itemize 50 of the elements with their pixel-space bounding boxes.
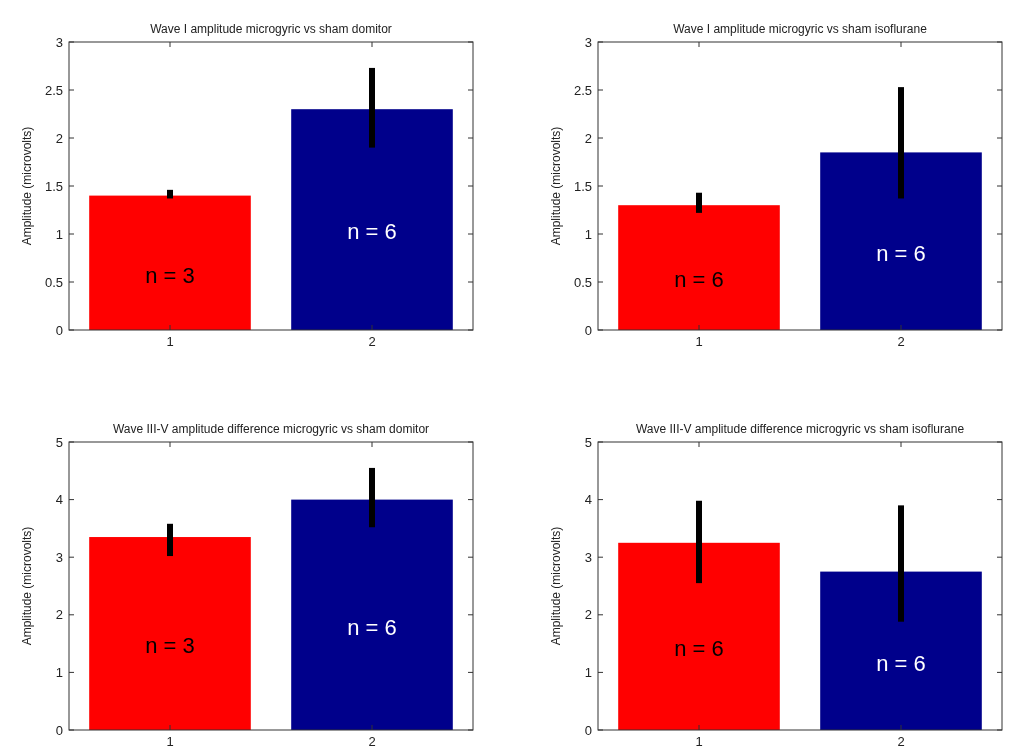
y-tick-label: 2.5 (573, 82, 592, 98)
y-tick-label: 2.5 (44, 82, 63, 98)
chart-title: Wave I amplitude microgyric vs sham isoflurane (673, 22, 928, 36)
chart-title: Wave I amplitude microgyric vs sham domitor (150, 22, 392, 36)
annotation: n = 6 (347, 614, 397, 640)
x-tick-label: 2 (897, 334, 905, 349)
annotation: n = 6 (876, 650, 926, 676)
y-tick-label: 1 (584, 226, 592, 242)
x-tick-label: 1 (695, 334, 703, 349)
y-tick-label: 2 (55, 607, 63, 623)
annotation: n = 6 (674, 636, 724, 662)
y-axis-title: Amplitude (microvolts) (20, 526, 34, 646)
y-tick-label: 1 (55, 226, 63, 242)
y-tick-label: 2 (55, 130, 63, 146)
y-tick-label: 1 (55, 664, 63, 680)
y-tick-label: 5 (584, 434, 592, 450)
x-tick-label: 2 (368, 334, 376, 349)
y-axis-title: Amplitude (microvolts) (549, 526, 563, 646)
chart-title: Wave III-V amplitude difference microgyric vs sham domitor (112, 422, 430, 436)
x-tick-label: 2 (897, 734, 905, 749)
y-axis-title: Amplitude (microvolts) (549, 126, 563, 246)
y-tick-label: 0 (55, 322, 63, 338)
y-tick-label: 3 (584, 34, 592, 50)
y-tick-label: 0.5 (44, 274, 63, 290)
annotation: n = 3 (145, 633, 195, 659)
y-tick-label: 0 (584, 722, 592, 738)
y-tick-label: 4 (584, 492, 592, 508)
y-tick-label: 1.5 (573, 178, 592, 194)
annotation: n = 3 (145, 262, 195, 288)
chart-title: Wave III-V amplitude difference microgyric vs sham isoflurane (635, 422, 965, 436)
y-axis-title: Amplitude (microvolts) (20, 126, 34, 246)
x-tick-label: 1 (695, 734, 703, 749)
y-tick-label: 3 (55, 34, 63, 50)
y-tick-label: 2 (584, 130, 592, 146)
x-tick-label: 1 (166, 734, 174, 749)
y-tick-label: 0 (55, 722, 63, 738)
x-tick-label: 2 (368, 734, 376, 749)
y-tick-label: 0 (584, 322, 592, 338)
y-tick-label: 2 (584, 607, 592, 623)
y-tick-label: 1 (584, 664, 592, 680)
annotation: n = 6 (347, 219, 397, 245)
y-tick-label: 1.5 (44, 178, 63, 194)
annotation: n = 6 (876, 240, 926, 266)
y-tick-label: 0.5 (573, 274, 592, 290)
annotation: n = 6 (674, 267, 724, 293)
y-tick-label: 4 (55, 492, 63, 508)
y-tick-label: 5 (55, 434, 63, 450)
x-tick-label: 1 (166, 334, 174, 349)
y-tick-label: 3 (55, 549, 63, 565)
y-tick-label: 3 (584, 549, 592, 565)
